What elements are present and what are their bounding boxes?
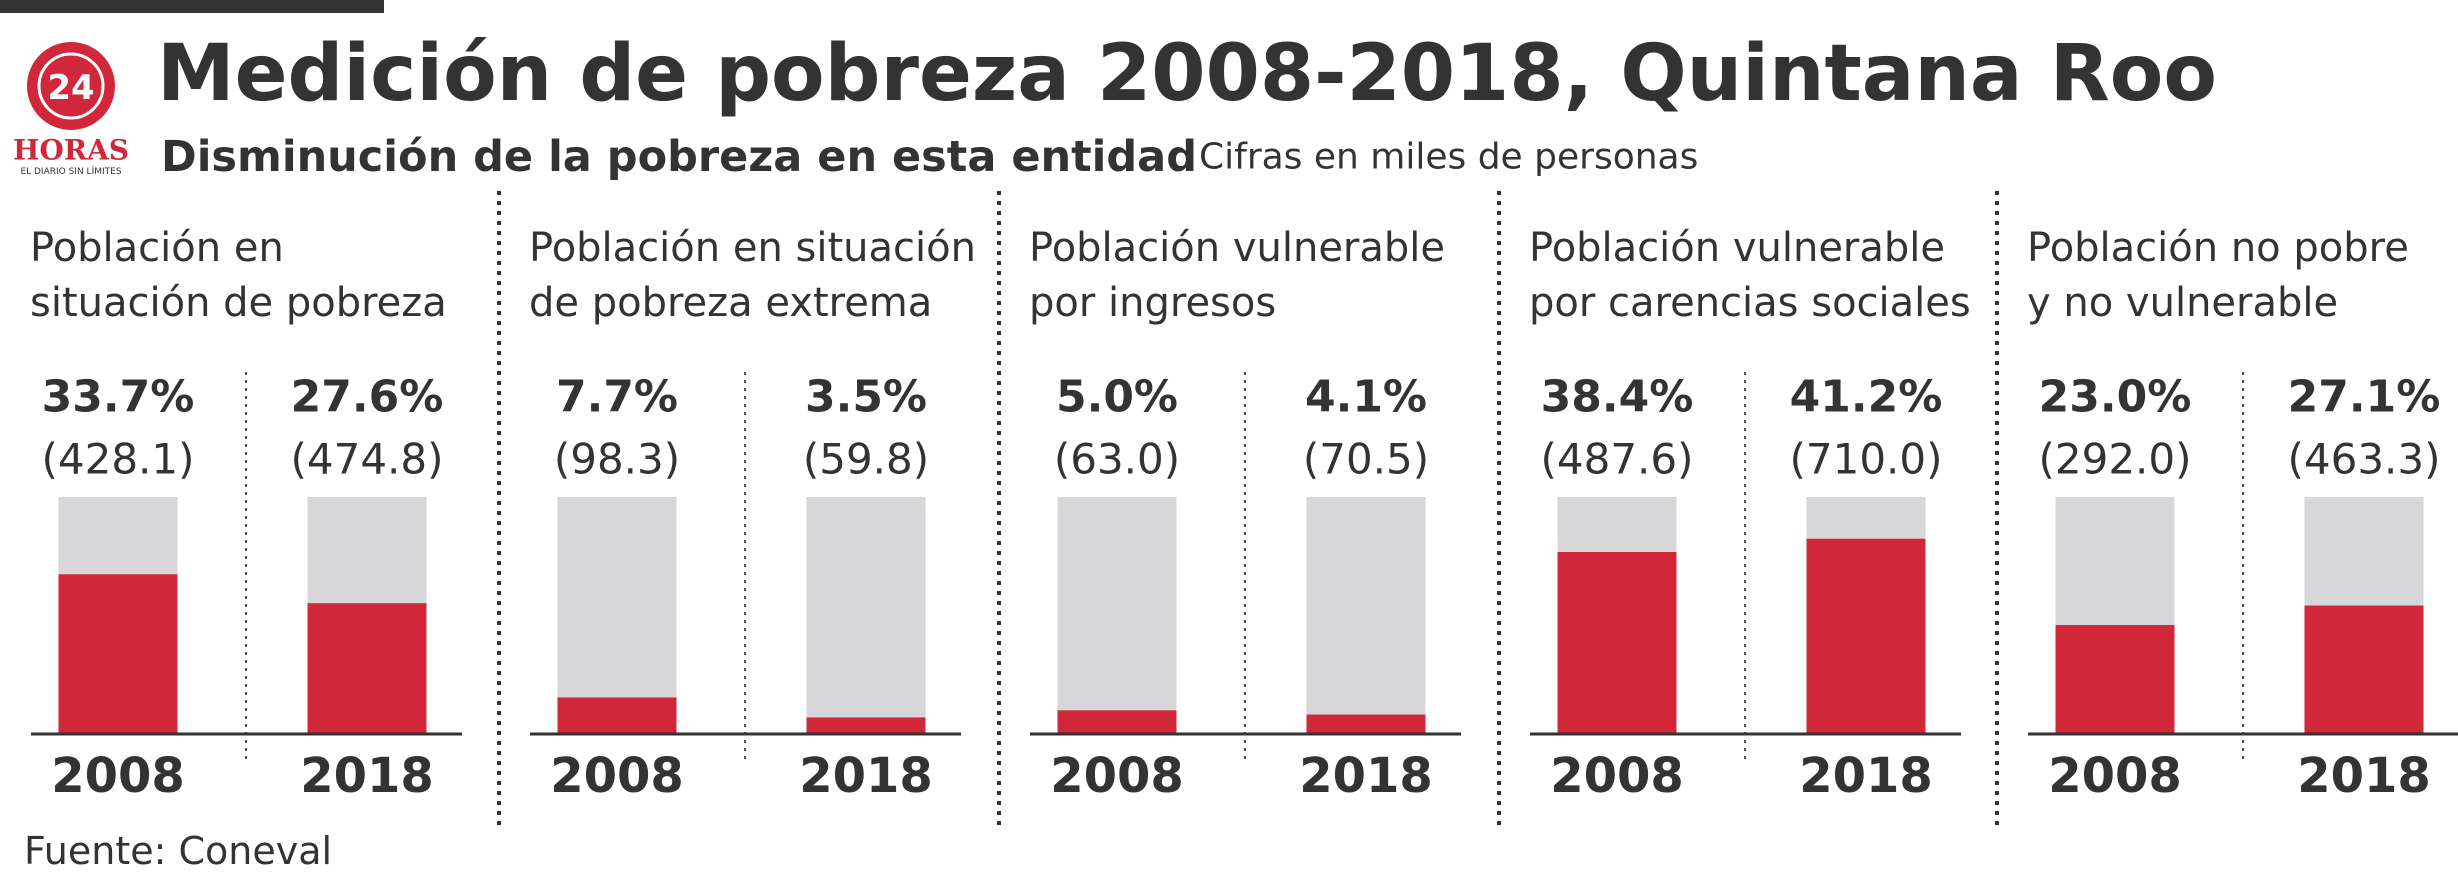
- x-tick-label: 2018: [1299, 748, 1433, 804]
- x-tick-label: 2018: [1799, 748, 1933, 804]
- count-label: (487.6): [1540, 435, 1693, 484]
- panel-title: situación de pobreza: [30, 280, 447, 326]
- count-label: (710.0): [1789, 435, 1942, 484]
- bar: [1806, 538, 1926, 734]
- value-label: 23.0%: [2039, 372, 2192, 423]
- value-label: 27.6%: [291, 372, 444, 423]
- bar: [557, 697, 677, 734]
- logo-number: 24: [47, 68, 94, 108]
- panel-title: Población vulnerable: [1029, 225, 1445, 271]
- count-label: (70.5): [1303, 435, 1429, 484]
- panel-title: por carencias sociales: [1529, 280, 1971, 326]
- bar: [806, 717, 926, 734]
- count-label: (59.8): [803, 435, 929, 484]
- logo-tagline: EL DIARIO SIN LÍMITES: [20, 165, 121, 177]
- source: Fuente: Coneval: [24, 829, 332, 873]
- value-label: 7.7%: [556, 372, 678, 423]
- count-label: (292.0): [2038, 435, 2191, 484]
- x-tick-label: 2008: [550, 748, 684, 804]
- bar: [1306, 714, 1426, 734]
- x-tick-label: 2008: [1050, 748, 1184, 804]
- x-tick-label: 2008: [1550, 748, 1684, 804]
- panel-title: por ingresos: [1029, 280, 1276, 326]
- panel-title: Población en situación: [529, 225, 976, 271]
- bar: [2304, 605, 2424, 734]
- x-tick-label: 2008: [2048, 748, 2182, 804]
- count-label: (428.1): [41, 435, 194, 484]
- bar-track: [1306, 497, 1426, 734]
- bar: [307, 603, 427, 734]
- bar: [2055, 624, 2175, 734]
- bar: [58, 574, 178, 734]
- value-label: 27.1%: [2288, 372, 2441, 423]
- panel-title: de pobreza extrema: [529, 280, 932, 326]
- panel-title: Población no pobre: [2027, 225, 2409, 271]
- x-tick-label: 2018: [2297, 748, 2431, 804]
- count-label: (463.3): [2287, 435, 2440, 484]
- title: Medición de pobreza 2008-2018, Quintana …: [157, 29, 2217, 119]
- value-label: 33.7%: [42, 372, 195, 423]
- bar: [1557, 551, 1677, 734]
- bar-track: [1057, 497, 1177, 734]
- panel-title: Población vulnerable: [1529, 225, 1945, 271]
- value-label: 41.2%: [1790, 372, 1943, 423]
- bar: [1057, 710, 1177, 734]
- x-tick-label: 2008: [51, 748, 185, 804]
- value-label: 3.5%: [805, 372, 927, 423]
- panel-title: Población en: [30, 225, 284, 271]
- top-bar: [0, 0, 384, 13]
- logo-name: HORAS: [13, 134, 129, 167]
- count-label: (474.8): [290, 435, 443, 484]
- logo: 24 HORAS EL DIARIO SIN LÍMITES: [13, 42, 129, 177]
- value-label: 4.1%: [1305, 372, 1427, 423]
- x-tick-label: 2018: [300, 748, 434, 804]
- count-label: (63.0): [1054, 435, 1180, 484]
- value-label: 38.4%: [1541, 372, 1694, 423]
- subtitle: Disminución de la pobreza en esta entida…: [161, 132, 1197, 182]
- count-label: (98.3): [554, 435, 680, 484]
- logo-ring: [37, 52, 105, 120]
- bar-track: [806, 497, 926, 734]
- bar-track: [557, 497, 677, 734]
- value-label: 5.0%: [1056, 372, 1178, 423]
- panel-title: y no vulnerable: [2027, 280, 2338, 326]
- x-tick-label: 2018: [799, 748, 933, 804]
- note: Cifras en miles de personas: [1199, 137, 1698, 178]
